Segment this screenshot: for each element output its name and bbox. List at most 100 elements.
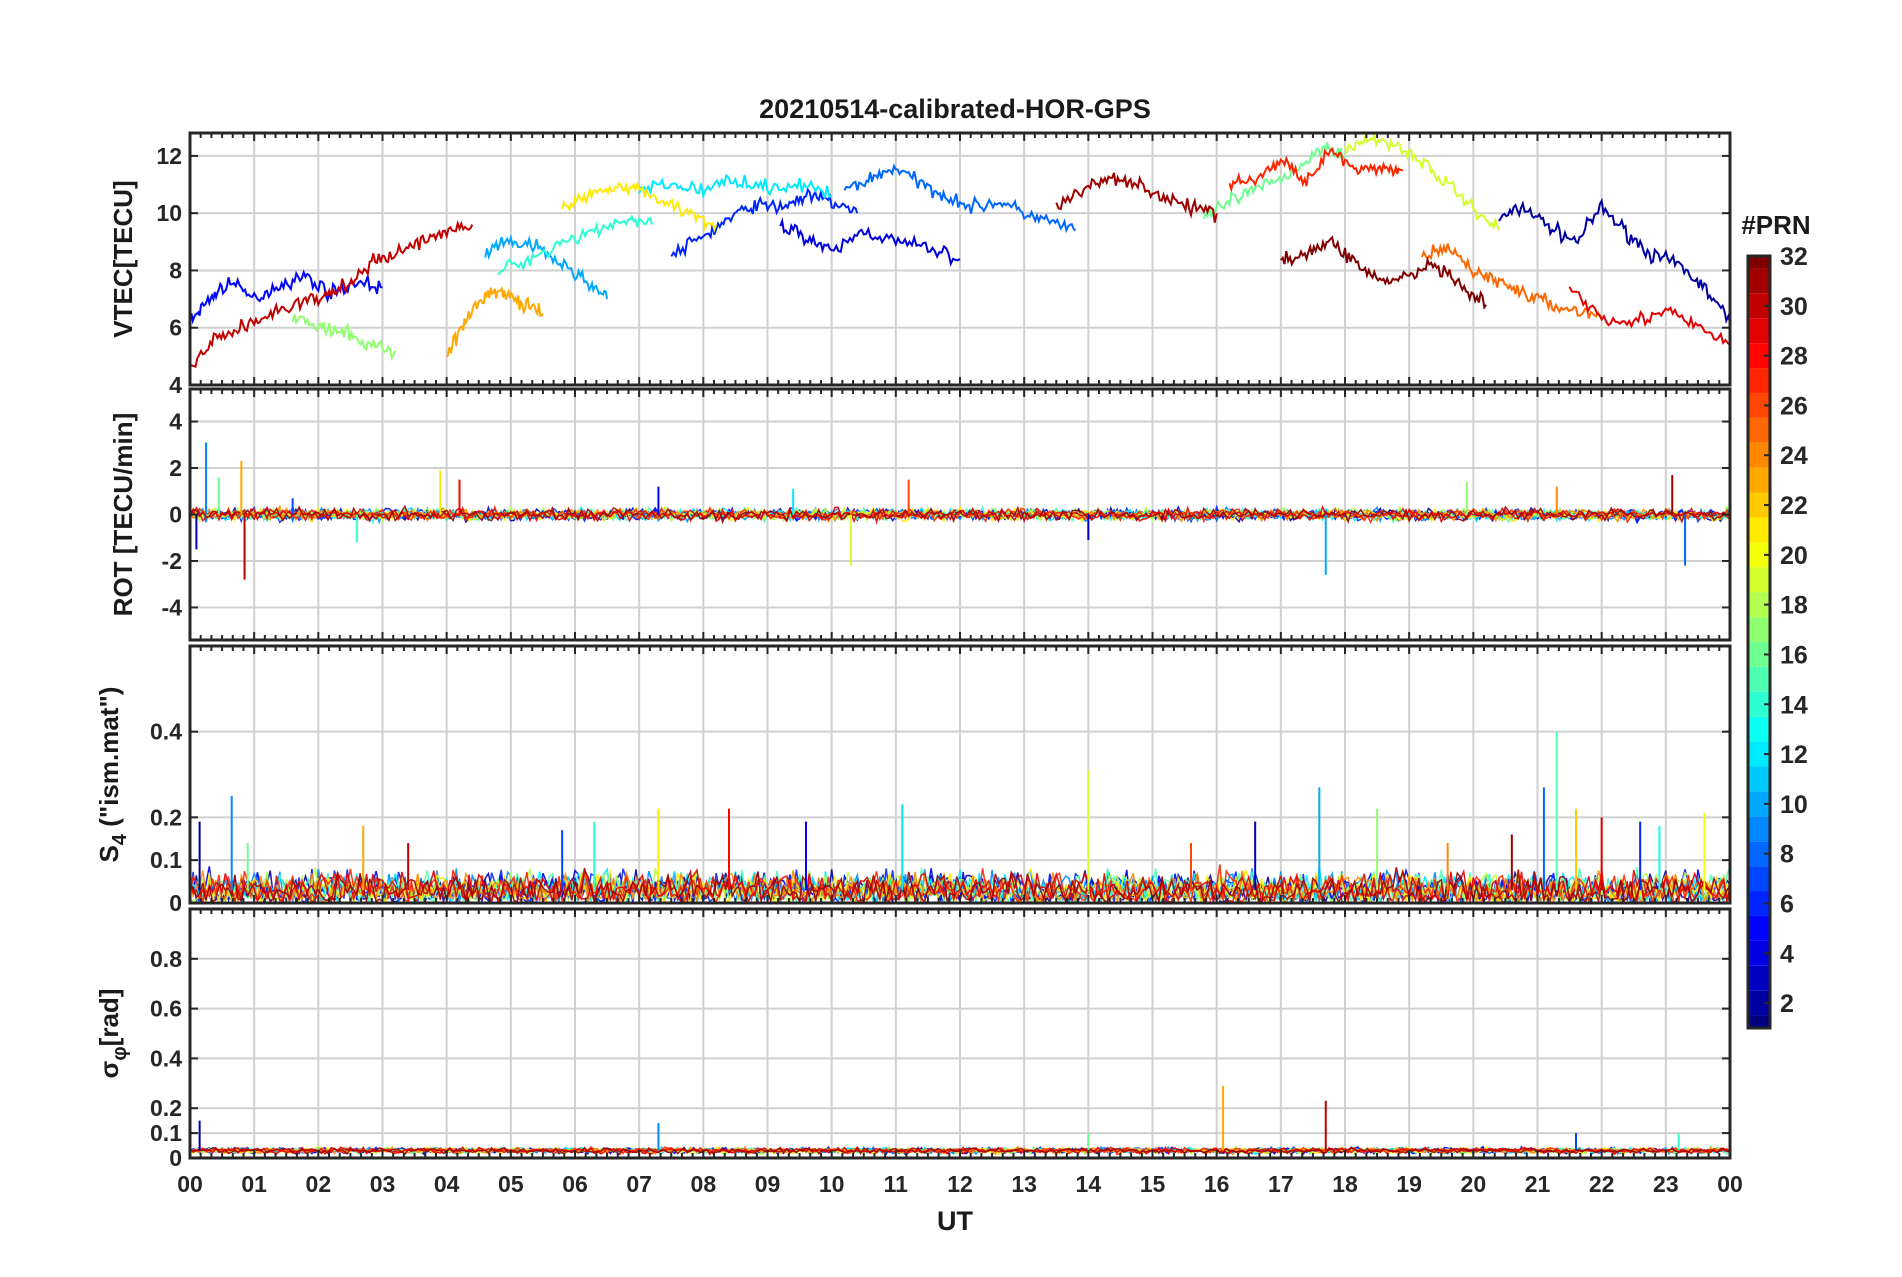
data-layer	[190, 133, 1730, 369]
colorbar-tick-label: 14	[1780, 691, 1808, 719]
colorbar-segment	[1748, 567, 1770, 593]
x-axis-label: UT	[937, 1206, 973, 1236]
y-tick-label: 0.4	[150, 719, 182, 745]
y-axis-label-main: σ	[94, 1060, 124, 1078]
colorbar-segment	[1748, 392, 1770, 418]
colorbar-segment	[1748, 691, 1770, 717]
colorbar-segment	[1748, 542, 1770, 568]
x-tick-label: 13	[1011, 1171, 1037, 1197]
gridlines	[189, 909, 1731, 1159]
data-layer	[190, 731, 1730, 903]
chart-title: 20210514-calibrated-HOR-GPS	[759, 94, 1151, 124]
x-tick-label: 09	[755, 1171, 781, 1197]
ticks: 4 6 8 10 12	[156, 133, 1731, 398]
colorbar-segment	[1748, 467, 1770, 493]
colorbar-segment	[1748, 343, 1770, 369]
colorbar-tick-label: 24	[1780, 442, 1808, 470]
x-tick-label: 14	[1076, 1171, 1102, 1197]
y-axis-label: ROT [TECU/min]	[108, 413, 138, 617]
vtec-series-prn-25	[1421, 242, 1602, 319]
y-axis-label-sub: φ	[109, 1046, 131, 1060]
vtec-series-prn-8	[843, 163, 1077, 234]
vtec-series-prn-29	[1568, 286, 1730, 346]
colorbar-segment	[1748, 1015, 1770, 1028]
x-tick-label: 02	[306, 1171, 332, 1197]
vtec-series-prn-16	[1202, 142, 1346, 220]
x-tick-label: 21	[1525, 1171, 1551, 1197]
y-tick-label: 0	[169, 502, 182, 528]
vtec-series-prn-4	[779, 217, 961, 267]
noise-trace-prn-31	[190, 504, 1730, 525]
colorbar-tick-label: 8	[1780, 841, 1794, 869]
colorbar-segment	[1748, 293, 1770, 319]
colorbar-tick-label: 32	[1780, 243, 1808, 271]
colorbar-segment	[1748, 816, 1770, 842]
vtec-series-prn-19	[1344, 133, 1500, 231]
colorbar-segment	[1748, 741, 1770, 767]
vtec-series-prn-23	[445, 286, 544, 358]
x-tick-label: 06	[562, 1171, 588, 1197]
colorbar-segment	[1748, 965, 1770, 991]
ticks: 00.10.2 0.4 0.6 0.8	[150, 909, 1731, 1171]
y-axis-label: σφ[rad]	[94, 989, 131, 1079]
vtec-series-prn-12	[638, 173, 832, 200]
colorbar-segment	[1748, 940, 1770, 966]
vtec-series-prn-21	[561, 180, 718, 233]
colorbar-segment	[1748, 368, 1770, 393]
colorbar-segment	[1748, 517, 1770, 543]
colorbar-segment	[1748, 592, 1770, 618]
x-tick-label: 18	[1332, 1171, 1358, 1197]
x-tick-label: 11	[884, 1171, 909, 1197]
y-tick-label: 4	[169, 409, 182, 435]
vtec-series-prn-31	[1055, 172, 1218, 223]
colorbar-tick-label: 30	[1780, 293, 1808, 321]
y-tick-label: 0.1	[150, 1120, 182, 1146]
x-tick-label: 07	[626, 1171, 652, 1197]
colorbar-segment	[1748, 791, 1770, 817]
y-tick-label: 0	[169, 890, 182, 916]
x-tick-label: 10	[819, 1171, 845, 1197]
y-tick-label: 0	[169, 1145, 182, 1171]
x-tick-label: 16	[1204, 1171, 1230, 1197]
vtec-series-prn-6	[670, 187, 859, 259]
colorbar-segment	[1748, 442, 1770, 468]
colorbar-segment	[1748, 617, 1770, 642]
vtec-series-prn-2	[1498, 197, 1730, 325]
y-tick-label: -4	[162, 594, 183, 620]
x-tick-label: 01	[241, 1171, 267, 1197]
y-tick-label: 0.1	[150, 847, 182, 873]
x-tick-label: 03	[370, 1171, 396, 1197]
vtec-series-prn-32	[1280, 235, 1488, 310]
colorbar-tick-label: 22	[1780, 492, 1808, 520]
x-tick-label: 12	[947, 1171, 973, 1197]
panel-vtec: 4 6 8 10 12 VTEC[TECU]	[108, 131, 1732, 398]
noise-trace-prn-12	[190, 865, 1730, 903]
x-tick-label: 23	[1653, 1171, 1679, 1197]
x-tick-label: 05	[498, 1171, 524, 1197]
colorbar-segment	[1748, 716, 1770, 742]
vtec-series-prn-27	[1228, 146, 1403, 194]
colorbar-tick-label: 2	[1780, 990, 1794, 1018]
y-tick-label: 10	[156, 200, 182, 226]
colorbar-tick-label: 18	[1780, 592, 1808, 620]
colorbar-tick-label: 20	[1780, 542, 1808, 570]
y-axis-label-main: S	[94, 845, 124, 862]
colorbar-segment	[1748, 318, 1770, 344]
colorbar-tick-label: 4	[1780, 940, 1794, 968]
y-tick-label: 12	[156, 143, 182, 169]
vtec-series-prn-30	[190, 219, 474, 369]
panel-sigma_phi: 00.10.2 0.4 0.6 0.8 σφ[rad]	[94, 907, 1732, 1171]
vtec-series-prn-14	[497, 214, 653, 276]
y-tick-label: 0.8	[150, 946, 182, 972]
colorbar-segment	[1748, 417, 1770, 443]
colorbar-segment	[1748, 841, 1770, 867]
colorbar-segment	[1748, 492, 1770, 518]
x-tick-label: 20	[1461, 1171, 1487, 1197]
colorbar-segment	[1748, 915, 1770, 941]
colorbar-tick-label: 6	[1780, 890, 1794, 918]
x-tick-label: 08	[691, 1171, 717, 1197]
